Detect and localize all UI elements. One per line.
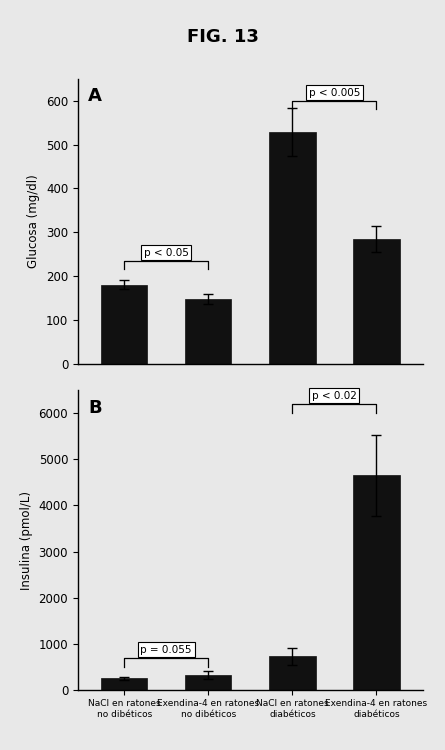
Bar (101, 679, 147, 690)
Bar (185, 298, 231, 364)
Text: p = 0.055: p = 0.055 (141, 645, 192, 655)
Bar (269, 132, 316, 364)
Text: FIG. 13: FIG. 13 (186, 28, 259, 46)
Bar (101, 285, 147, 364)
Y-axis label: Glucosa (mg/dl): Glucosa (mg/dl) (27, 175, 40, 268)
Text: B: B (88, 399, 102, 417)
Text: A: A (88, 87, 102, 105)
Text: p < 0.02: p < 0.02 (312, 391, 357, 400)
Bar (353, 238, 400, 364)
Bar (353, 476, 400, 690)
Text: p < 0.05: p < 0.05 (144, 248, 189, 258)
Text: p < 0.005: p < 0.005 (309, 88, 360, 98)
Bar (185, 675, 231, 690)
Bar (269, 656, 316, 690)
Y-axis label: Insulina (pmol/L): Insulina (pmol/L) (20, 490, 33, 590)
